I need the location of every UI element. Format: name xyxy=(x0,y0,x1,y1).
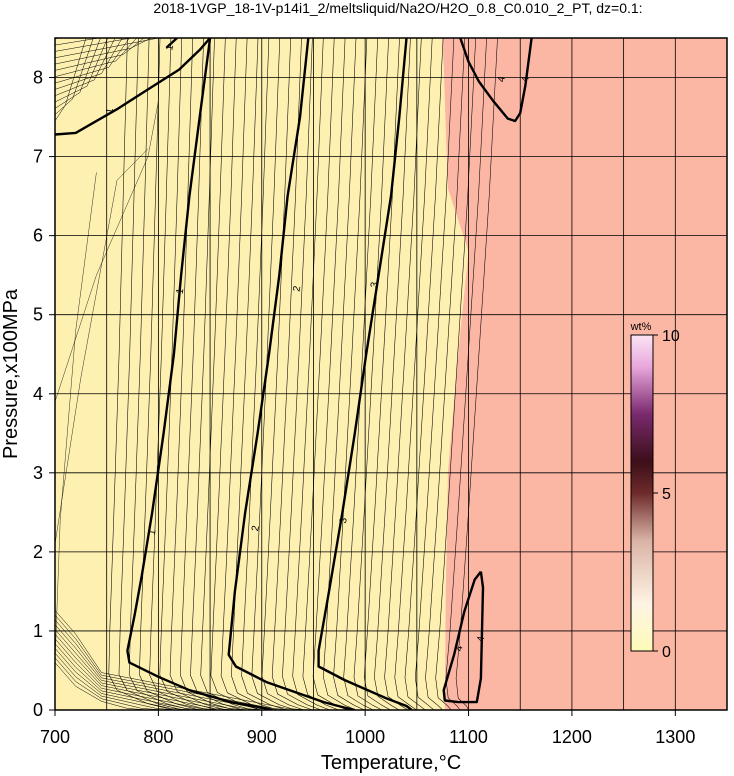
y-axis-title: Pressure,x100MPa xyxy=(0,288,22,459)
chart-title: 2018-1VGP_18-1V-p14i1_2/meltsliquid/Na2O… xyxy=(153,0,642,16)
minor-contour xyxy=(55,38,108,103)
minor-contour xyxy=(55,652,178,710)
minor-contour xyxy=(55,624,264,710)
minor-contour xyxy=(55,633,235,710)
minor-contour xyxy=(55,657,163,710)
minor-contour xyxy=(55,38,137,77)
contour-label: 3 xyxy=(369,281,381,289)
colorbar-tick-label: 10 xyxy=(662,328,680,345)
major-contour-line xyxy=(459,38,533,123)
y-axis: 0 1 2 3 4 5 6 7 8 xyxy=(33,68,55,720)
x-tick-label: 1200 xyxy=(552,727,592,747)
x-tick-label: 800 xyxy=(143,727,173,747)
y-tick-label: 5 xyxy=(33,305,43,325)
x-axis-title: Temperature,°C xyxy=(321,752,461,774)
plot-area-fill xyxy=(55,38,727,710)
y-tick-label: 1 xyxy=(33,621,43,641)
colorbar-tick-label: 5 xyxy=(662,486,671,503)
colorbar-gradient xyxy=(630,334,654,652)
major-contour-line xyxy=(227,38,356,710)
contour-label: 2 xyxy=(250,524,262,532)
major-contour-line xyxy=(126,38,273,710)
minor-contour xyxy=(55,38,181,40)
contour-label: 3 xyxy=(338,516,350,524)
contour-label: 1 xyxy=(147,528,159,536)
minor-contour xyxy=(55,648,192,710)
major-contour-lines xyxy=(55,38,533,710)
y-tick-label: 0 xyxy=(33,700,43,720)
minor-contour xyxy=(55,662,149,710)
x-tick-label: 1300 xyxy=(655,727,695,747)
x-tick-label: 1000 xyxy=(345,727,385,747)
y-tick-label: 6 xyxy=(33,226,43,246)
y-tick-label: 2 xyxy=(33,542,43,562)
plot-frame xyxy=(54,37,728,711)
x-tick-label: 900 xyxy=(247,727,277,747)
contour-label: 4 xyxy=(475,635,487,643)
major-contour-line xyxy=(442,570,485,704)
minor-contour xyxy=(55,148,149,545)
y-tick-label: 4 xyxy=(33,384,43,404)
x-axis: 700 800 900 1000 1100 1200 1300 xyxy=(40,710,695,747)
minor-contour xyxy=(55,38,145,71)
colorbar: wt% 0 5 10 xyxy=(630,321,680,661)
colorbar-tick-label: 0 xyxy=(662,644,671,661)
minor-contour xyxy=(55,643,206,710)
minor-contour xyxy=(55,38,159,59)
contour-label: 4 xyxy=(520,75,532,83)
colorbar-unit: wt% xyxy=(630,321,652,333)
minor-contour xyxy=(55,38,173,46)
minor-contour xyxy=(55,101,159,402)
minor-contour xyxy=(55,629,250,710)
y-tick-label: 7 xyxy=(33,147,43,167)
contour-label: 2 xyxy=(291,285,303,293)
contour-label: 1 xyxy=(104,107,116,115)
minor-contour xyxy=(55,38,116,96)
contour-labels: 1 1 1 1 2 2 3 3 4 4 4 4 xyxy=(104,44,531,653)
minor-contour xyxy=(55,38,166,52)
contour-label: 1 xyxy=(164,44,176,52)
major-contour-line xyxy=(55,38,212,136)
contour-label: 1 xyxy=(175,287,187,295)
minor-contour xyxy=(55,610,308,710)
contour-label: 4 xyxy=(454,644,466,652)
major-contour-line xyxy=(317,38,413,710)
x-tick-label: 1100 xyxy=(449,727,488,747)
y-tick-label: 8 xyxy=(33,68,43,88)
x-tick-label: 700 xyxy=(40,727,70,747)
major-contour-line xyxy=(165,38,178,49)
minor-contour xyxy=(55,38,152,65)
minor-contour xyxy=(55,38,94,115)
y-tick-label: 3 xyxy=(33,463,43,483)
minor-contour xyxy=(55,38,123,90)
colorbar-ticks: 0 5 10 xyxy=(653,328,680,661)
minor-contour xyxy=(55,638,221,710)
contour-label: 4 xyxy=(496,75,508,83)
minor-contour xyxy=(55,172,97,663)
